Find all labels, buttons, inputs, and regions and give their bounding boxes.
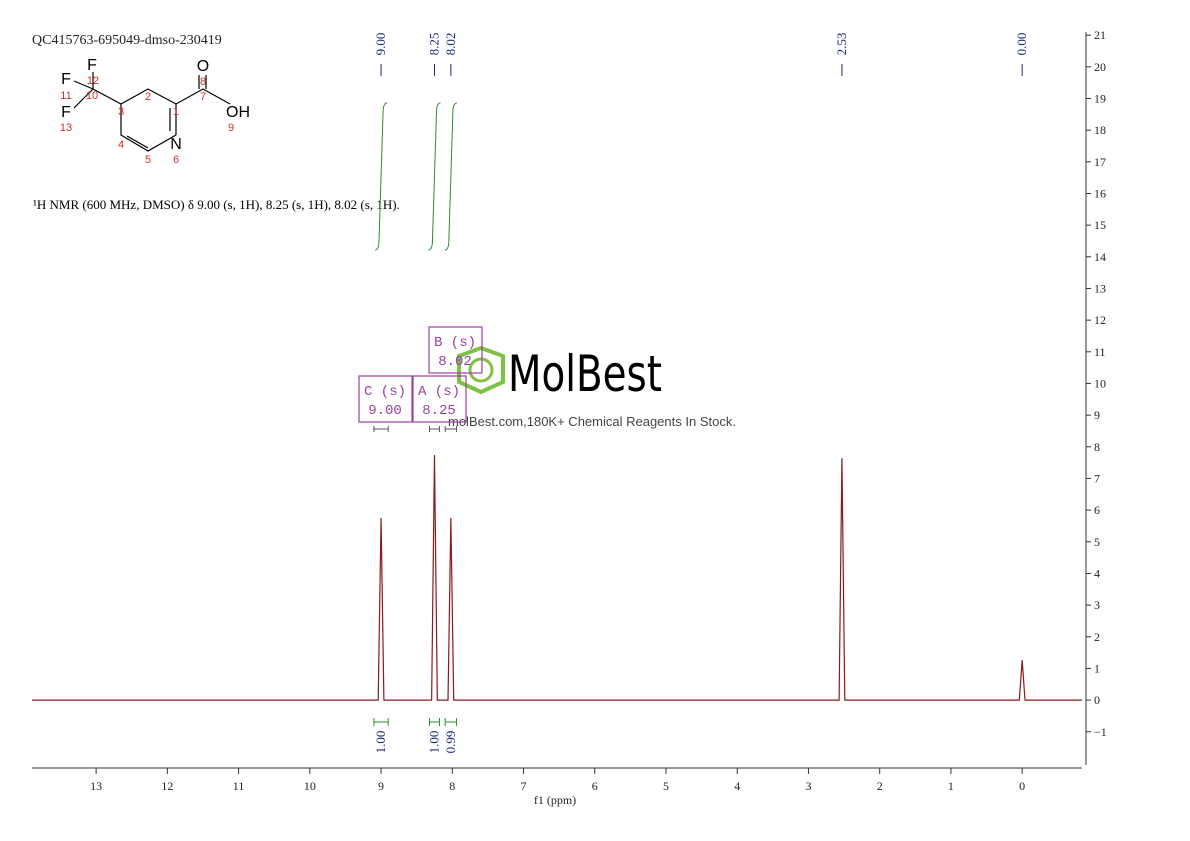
multiplet-shift: 9.00 [368, 403, 402, 419]
integral-label: 1.00 [426, 731, 441, 754]
atom-number: 12 [87, 75, 99, 87]
y-tick-label: 14 [1094, 250, 1106, 264]
atom-number: 8 [200, 76, 206, 88]
x-tick-label: 10 [304, 779, 316, 793]
bonds [73, 72, 231, 152]
x-tick-label: 0 [1019, 779, 1025, 793]
x-tick-label: 5 [663, 779, 669, 793]
peak-label: 9.00 [373, 33, 388, 56]
x-tick-label: 9 [378, 779, 384, 793]
y-tick-label: 9 [1094, 408, 1100, 422]
x-axis-label: f1 (ppm) [534, 793, 576, 807]
y-tick-label: 0 [1094, 693, 1100, 707]
atom-number: 10 [86, 90, 98, 102]
bond-lines [73, 72, 231, 152]
atom-number: 5 [145, 154, 151, 166]
watermark-logo: MolBest [508, 345, 662, 403]
integral-curve [444, 102, 457, 251]
watermark-ring [468, 357, 494, 383]
integral-label: 1.00 [373, 731, 388, 754]
atom: N [170, 136, 182, 153]
multiplet-name: A (s) [418, 384, 460, 400]
watermark-hexagon [457, 345, 505, 395]
y-tick-label: 11 [1094, 345, 1106, 359]
multiplet-name: B (s) [434, 335, 476, 351]
x-tick-label: 11 [233, 779, 245, 793]
x-tick-label: 2 [877, 779, 883, 793]
y-tick-label: 13 [1094, 281, 1106, 295]
peak-label: 8.02 [443, 33, 458, 56]
y-tick-label: 12 [1094, 313, 1106, 327]
multiplet-shift: 8.02 [438, 354, 472, 370]
y-tick-label: 1 [1094, 661, 1100, 675]
y-tick-label: 19 [1094, 91, 1106, 105]
atom: F [61, 71, 71, 88]
integral-range-mark [428, 426, 440, 432]
y-tick-label: 3 [1094, 598, 1100, 612]
x-tick-label: 8 [449, 779, 455, 793]
atom-number: 2 [145, 91, 151, 103]
y-tick-label: 7 [1094, 471, 1100, 485]
atom-number: 9 [228, 122, 234, 134]
y-tick-label: 6 [1094, 503, 1100, 517]
atom-number: 11 [60, 90, 71, 102]
y-tick-label: 15 [1094, 218, 1106, 232]
multiplet-name: C (s) [364, 384, 406, 400]
multiplet-shift: 8.25 [422, 403, 456, 419]
integral-bracket [373, 718, 389, 726]
atom-number: 1 [173, 106, 179, 118]
x-tick-label: 4 [734, 779, 740, 793]
atom-number: 4 [118, 139, 124, 151]
atom-number: 13 [60, 122, 72, 134]
watermark: MolBest molBest.com,180K+ Chemical Reage… [448, 345, 736, 429]
y-tick-label: 17 [1094, 155, 1106, 169]
multiplet-box [428, 326, 483, 374]
molecule: F F F O OH N 1 2 3 4 5 6 7 8 9 10 11 12 … [60, 57, 250, 166]
atom-number: 7 [200, 91, 206, 103]
integral-bracket [444, 718, 458, 726]
atom: F [61, 104, 71, 121]
integral-curve [374, 102, 388, 251]
y-tick-label: 10 [1094, 376, 1106, 390]
atom: OH [226, 104, 250, 121]
x-tick-label: 6 [592, 779, 598, 793]
x-tick-label: 1 [948, 779, 954, 793]
atom-number: 3 [118, 106, 124, 118]
spectrum-line [32, 455, 1082, 701]
atom: F [87, 57, 97, 74]
integral-curve [428, 102, 441, 251]
nmr-description: ¹H NMR (600 MHz, DMSO) δ 9.00 (s, 1H), 8… [33, 197, 400, 212]
x-tick-label: 12 [161, 779, 173, 793]
y-tick-label: 20 [1094, 60, 1106, 74]
peak-label: 0.00 [1014, 33, 1029, 56]
atom-number: 6 [173, 154, 179, 166]
y-tick-label: −1 [1094, 725, 1107, 739]
y-tick-label: 21 [1094, 28, 1106, 42]
integral-label: 0.99 [443, 731, 458, 754]
watermark-text: molBest.com,180K+ Chemical Reagents In S… [448, 414, 736, 429]
multiplet-box [412, 375, 467, 423]
atom: O [197, 58, 209, 75]
y-tick-label: 18 [1094, 123, 1106, 137]
y-tick-label: 2 [1094, 630, 1100, 644]
peak-label: 8.25 [426, 33, 441, 56]
y-tick-label: 4 [1094, 566, 1100, 580]
x-tick-label: 3 [805, 779, 811, 793]
integral-range-mark [444, 426, 458, 432]
y-tick-label: 16 [1094, 186, 1106, 200]
integral-range-mark [373, 426, 389, 432]
x-tick-label: 7 [521, 779, 527, 793]
multiplet-box [358, 375, 413, 423]
peak-label: 2.53 [834, 33, 849, 56]
integral-bracket [428, 718, 440, 726]
x-tick-label: 13 [90, 779, 102, 793]
y-tick-label: 8 [1094, 440, 1100, 454]
y-tick-label: 5 [1094, 535, 1100, 549]
spectrum-title: QC415763-695049-dmso-230419 [32, 33, 222, 48]
